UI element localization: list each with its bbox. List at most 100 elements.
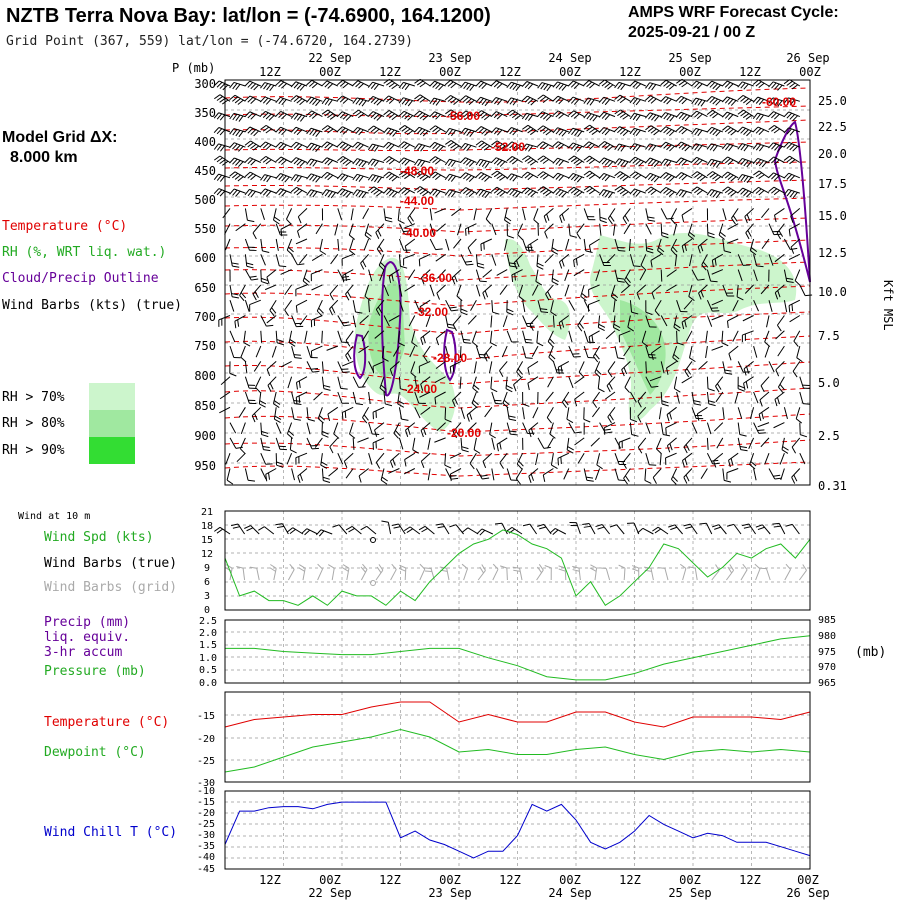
wind-barb (337, 238, 340, 251)
forecast-cycle-label: AMPS WRF Forecast Cycle: (628, 4, 839, 21)
wind-barb-feather (355, 403, 363, 406)
wind-barb-feather (607, 416, 612, 424)
wind-barb-feather (370, 82, 377, 89)
wind-barb-feather (288, 246, 294, 253)
wind-barb-feather (348, 234, 356, 240)
wind-barb-feather (537, 82, 543, 89)
wind-barb-feather (647, 174, 654, 181)
wind-barb (341, 253, 354, 260)
wind-barb-feather (746, 214, 751, 222)
wind-barb (244, 391, 250, 404)
surface-wind-barb-grid (404, 567, 407, 581)
wind-barb-feather (620, 145, 626, 152)
wind-barb-feather (444, 189, 450, 196)
wind-barb-feather (635, 129, 641, 137)
wind-barb-feather (629, 188, 635, 195)
wind-barb-feather (490, 80, 497, 86)
wind-barb-feather (530, 428, 535, 436)
wind-barb (482, 452, 493, 462)
wind-barb (670, 468, 678, 480)
wind-barb-feather (289, 338, 297, 344)
wind-barb-feather (521, 171, 528, 178)
isotherm-label: -32.00 (414, 305, 448, 319)
wind-barb-feather (633, 265, 641, 268)
wind-barb (711, 345, 723, 351)
chill-tick: -30 (197, 830, 215, 841)
wind-barb-feather (601, 113, 608, 119)
wind-barb (543, 208, 554, 217)
top-time-label: 00Z (559, 65, 581, 79)
wind-barb (722, 284, 728, 297)
wind-barb-feather (693, 400, 701, 403)
wind-barb-feather (293, 158, 300, 165)
wind-barb-feather (405, 430, 409, 437)
wind-barb-feather (219, 83, 226, 89)
wind-barb (511, 269, 523, 276)
wind-barb (499, 452, 508, 464)
wind-barb-feather (768, 81, 774, 88)
wind-barb-feather (296, 129, 303, 136)
wind-barb (434, 437, 446, 443)
wind-barb-feather (345, 273, 348, 281)
wind-barb-feather (238, 145, 244, 152)
wind-barb-feather (598, 388, 605, 393)
wind-barb-feather (364, 234, 371, 240)
wind-barb (342, 269, 354, 276)
wind-barb-feather (436, 292, 440, 300)
wind-barb-feather (393, 432, 399, 439)
top-time-label: 00Z (319, 65, 341, 79)
wind-barb (260, 254, 266, 266)
wind-barb-feather (447, 326, 455, 329)
wind-barb-feather (573, 175, 580, 182)
wind-barb-feather (800, 434, 808, 438)
wind-barb-feather (483, 115, 491, 121)
wind-barb (456, 284, 462, 297)
wind-barb-feather (463, 128, 469, 136)
wind-barb (229, 254, 233, 267)
wind-barb-feather (339, 174, 346, 181)
wind-barb-feather (683, 446, 688, 454)
wind-barb-feather (555, 97, 562, 103)
wind-barb-feather (678, 190, 684, 197)
wind-barb-feather (750, 461, 757, 467)
wind-barb-feather (352, 109, 359, 115)
wind-barb-feather (604, 175, 611, 182)
wind-barb-feather (253, 130, 259, 137)
wind-barb-feather (675, 189, 681, 196)
wind-barb-feather (357, 113, 365, 119)
wind-barb-feather (287, 433, 294, 439)
wind-barb-feather (475, 96, 481, 103)
wind-barb (506, 407, 510, 420)
wind-barb (674, 254, 678, 267)
wind-barb-feather (460, 81, 466, 88)
surface-wind-barb-grid-feather (572, 565, 580, 569)
wind-barb (260, 238, 263, 251)
windchill-panel (224, 790, 811, 870)
surface-wind-barb (467, 527, 479, 535)
wind-barb-feather (783, 189, 789, 196)
wind-barb-feather (537, 171, 544, 177)
wind-barb-feather (312, 129, 318, 137)
wind-barb-feather (663, 113, 669, 120)
wind-barb-feather (568, 186, 575, 193)
wind-barb-feather (592, 401, 598, 408)
wind-barb (637, 437, 647, 448)
wind-barb-feather (700, 100, 706, 107)
wind-barb-feather (373, 128, 380, 134)
wind-barb (768, 254, 774, 266)
wind-barb-feather (460, 311, 468, 316)
surface-wind-barb-grid-feather (631, 565, 639, 569)
wind-barb-feather (275, 173, 281, 180)
wind-barb (452, 315, 462, 325)
surface-wind-barb-feather (232, 526, 240, 529)
top-time-label: 12Z (379, 65, 401, 79)
surface-wind-barb-grid-feather (657, 567, 666, 569)
wind-barb-feather (370, 188, 377, 194)
wind-barb (529, 315, 539, 325)
wind-barb-feather (706, 109, 713, 115)
wind-barb-feather (247, 142, 254, 148)
wind-barb-feather (294, 403, 302, 405)
wind-barb (623, 345, 631, 357)
wind-barb (645, 453, 650, 465)
wind-barb-feather (284, 309, 289, 317)
